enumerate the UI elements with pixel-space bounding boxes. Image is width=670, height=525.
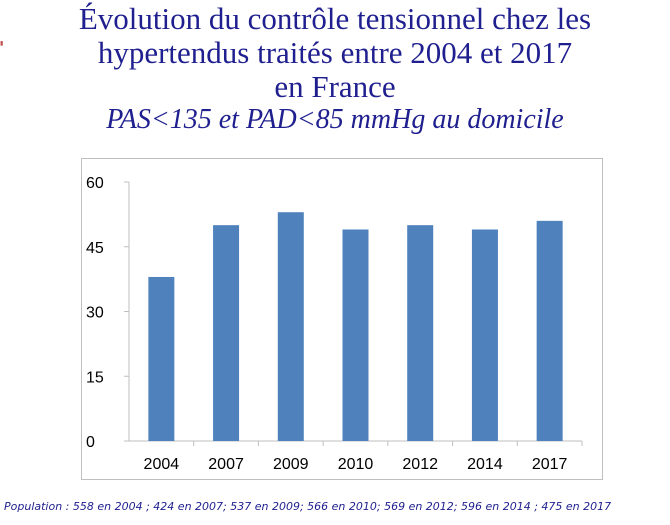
y-tick-label: 45 (86, 240, 104, 257)
bar-2007 (213, 225, 240, 441)
bar-2014 (471, 229, 498, 441)
slide-title: Évolution du contrôle tensionnel chez le… (0, 2, 670, 104)
x-tick-label-2007: 2007 (208, 456, 244, 473)
x-tick-label-2012: 2012 (402, 456, 438, 473)
bar-2010 (342, 229, 369, 441)
chart-frame: 0 15 30 45 60 2004 2007 2009 2010 2012 2014 2017 (81, 158, 603, 480)
title-line-2: hypertendus traités entre 2004 et 2017 (97, 35, 573, 70)
bar-2009 (277, 212, 304, 441)
y-tick-label: 30 (86, 305, 104, 322)
title-line-3: en France (274, 69, 396, 104)
bar-2004 (148, 276, 175, 441)
left-edge-mark: ▮ (0, 40, 4, 47)
bar-2017 (536, 220, 563, 441)
y-tick-label: 0 (86, 434, 95, 451)
x-tick-label-2014: 2014 (467, 456, 503, 473)
x-tick-label-2009: 2009 (273, 456, 309, 473)
y-tick-label: 15 (86, 369, 104, 386)
population-footnote: Population : 558 en 2004 ; 424 en 2007; … (4, 500, 612, 513)
bar-chart: 0 15 30 45 60 2004 2007 2009 2010 2012 2014 2017 (86, 175, 583, 473)
x-tick-label-2004: 2004 (144, 456, 180, 473)
x-tick-label-2010: 2010 (338, 456, 374, 473)
slide-subtitle: PAS<135 et PAD<85 mmHg au domicile (106, 104, 564, 135)
bar-2012 (407, 225, 434, 441)
y-tick-label: 60 (86, 175, 104, 192)
title-line-1: Évolution du contrôle tensionnel chez le… (78, 1, 592, 36)
x-tick-label-2017: 2017 (532, 456, 568, 473)
